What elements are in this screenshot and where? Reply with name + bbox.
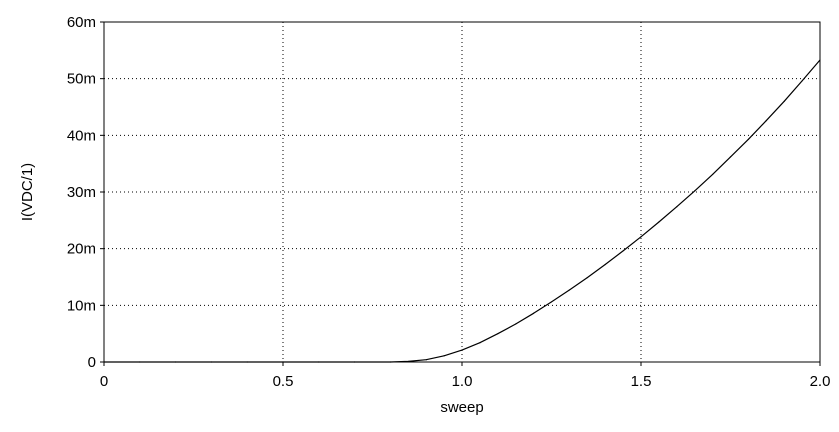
grid xyxy=(104,22,820,362)
data-point xyxy=(443,355,445,357)
data-point xyxy=(497,333,499,335)
x-tick-label: 0 xyxy=(100,373,108,390)
data-point xyxy=(783,100,785,102)
data-point xyxy=(550,301,553,303)
data-point xyxy=(765,120,767,122)
y-tick-label: 20m xyxy=(67,241,96,258)
y-axis-label: I(VDC/1) xyxy=(19,163,36,221)
data-point xyxy=(658,221,660,223)
data-point xyxy=(747,138,750,140)
y-tick-label: 50m xyxy=(67,71,96,88)
data-point xyxy=(568,289,571,291)
data-point xyxy=(479,342,481,344)
data-point xyxy=(533,312,535,314)
x-tick-label: 1.0 xyxy=(452,373,473,390)
data-point xyxy=(515,323,517,325)
data-point xyxy=(712,173,714,176)
x-tick-label: 2.0 xyxy=(810,373,831,390)
data-point xyxy=(801,80,803,82)
data-point xyxy=(461,349,463,351)
y-tick-label: 40m xyxy=(67,127,96,144)
y-tick-label: 0 xyxy=(88,354,96,371)
y-tick-label: 60m xyxy=(67,14,96,31)
data-point xyxy=(640,236,642,238)
data-point xyxy=(729,156,732,158)
data-point xyxy=(586,276,588,279)
x-axis-label: sweep xyxy=(440,399,483,416)
data-point xyxy=(604,263,606,266)
data-point xyxy=(676,206,678,208)
x-tick-label: 1.5 xyxy=(631,373,652,390)
tick-labels: 0 0.5 1.0 1.5 2.0 0 10m 20m 30m 40m 50m 60m xyxy=(67,14,831,390)
data-point xyxy=(622,250,624,252)
data-point xyxy=(425,359,427,361)
y-tick-label: 10m xyxy=(67,297,96,314)
y-tick-label: 30m xyxy=(67,184,96,201)
data-point xyxy=(694,190,696,192)
x-tick-label: 0.5 xyxy=(273,373,294,390)
